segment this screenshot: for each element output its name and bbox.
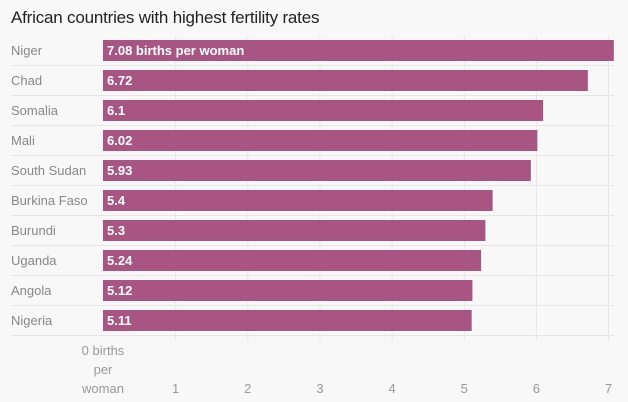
category-label: South Sudan: [11, 163, 86, 178]
bar-niger: [103, 40, 614, 61]
data-label: 5.4: [107, 193, 126, 208]
data-label: 5.11: [107, 313, 132, 328]
data-label: 5.12: [107, 283, 132, 298]
category-label: Mali: [11, 133, 35, 148]
x-tick-label: woman: [81, 381, 124, 396]
bar-chad: [103, 70, 588, 91]
bar-somalia: [103, 100, 544, 121]
data-label: 5.93: [107, 163, 132, 178]
data-label: 6.72: [107, 73, 132, 88]
bar-nigeria: [103, 310, 472, 331]
data-label: 5.24: [107, 253, 133, 268]
category-label: Chad: [11, 73, 42, 88]
bar-mali: [103, 130, 538, 151]
x-tick-label: 3: [316, 381, 323, 396]
bar-south-sudan: [103, 160, 531, 181]
data-label: 6.1: [107, 103, 125, 118]
bar-angola: [103, 280, 473, 301]
x-tick-label: 4: [388, 381, 395, 396]
category-label: Nigeria: [11, 313, 53, 328]
category-label: Uganda: [11, 253, 57, 268]
x-tick-label: 6: [533, 381, 540, 396]
bar-burkina-faso: [103, 190, 493, 211]
category-label: Burkina Faso: [11, 193, 88, 208]
category-label: Burundi: [11, 223, 56, 238]
x-tick-label: 5: [461, 381, 468, 396]
category-label: Niger: [11, 43, 43, 58]
x-tick-label: 2: [244, 381, 251, 396]
chart-title: African countries with highest fertility…: [11, 8, 320, 27]
category-label: Somalia: [11, 103, 59, 118]
bar-burundi: [103, 220, 486, 241]
x-tick-label: per: [94, 362, 113, 377]
x-tick-label: 1: [172, 381, 179, 396]
category-label: Angola: [11, 283, 52, 298]
x-tick-label: 0 births: [82, 343, 125, 358]
bar-uganda: [103, 250, 482, 271]
data-label: 7.08 births per woman: [107, 43, 244, 58]
data-label: 5.3: [107, 223, 125, 238]
data-label: 6.02: [107, 133, 132, 148]
x-tick-label: 7: [605, 381, 612, 396]
